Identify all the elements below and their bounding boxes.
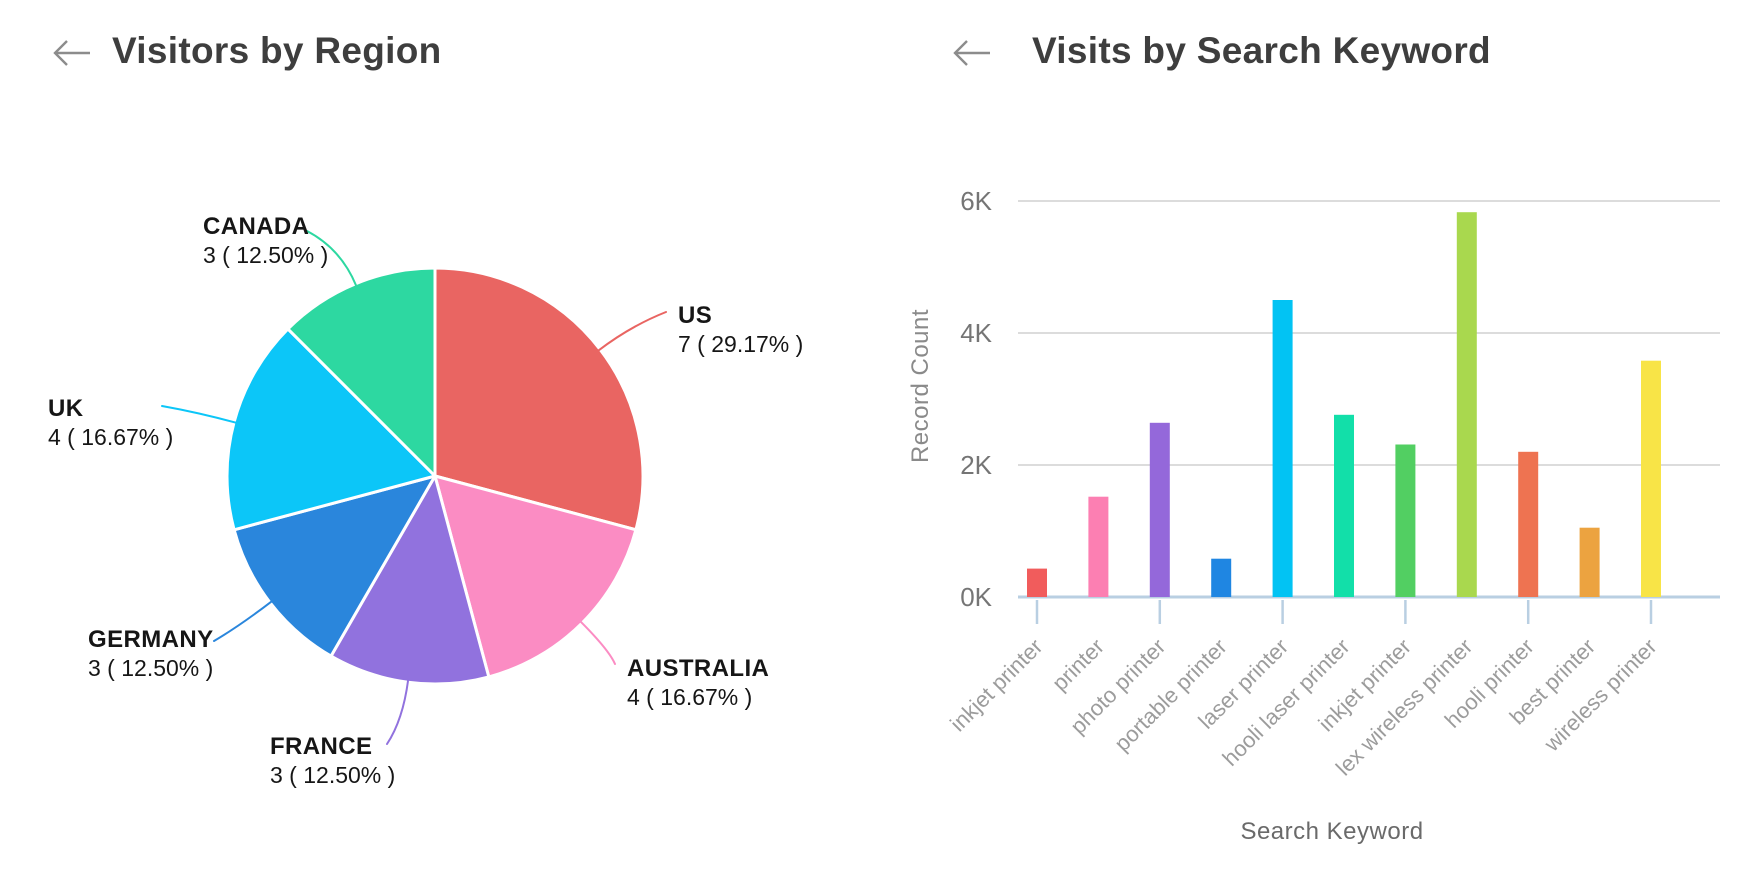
bar-2-photo-printer[interactable]	[1149, 422, 1170, 597]
pie-label-value: 4 ( 16.67% )	[48, 424, 174, 450]
pie-label-name: GERMANY	[88, 626, 214, 653]
y-tick-label-0k: 0K	[960, 582, 992, 612]
y-tick-label-6k: 6K	[960, 186, 992, 216]
x-category-label-10-wireless-printer: wireless printer	[1539, 634, 1662, 757]
pie-chart-title: Visitors by Region	[112, 30, 442, 71]
pie-leader-uk	[161, 405, 237, 424]
pie-leader-australia	[579, 620, 616, 665]
back-arrow-icon[interactable]	[52, 38, 92, 68]
pie-label-value: 3 ( 12.50% )	[88, 655, 214, 681]
pie-leader-germany	[213, 600, 273, 642]
bar-0-inkjet-printer[interactable]	[1027, 568, 1047, 597]
bar-7-lex-wireless-printer[interactable]	[1456, 212, 1477, 597]
pie-label-name: UK	[48, 395, 84, 422]
pie-label-value: 4 ( 16.67% )	[627, 684, 753, 710]
pie-label-france: FRANCE 3 ( 12.50% )	[270, 733, 395, 789]
bar-8-hooli-printer[interactable]	[1518, 451, 1539, 597]
pie-chart	[161, 230, 667, 745]
x-category-label-0-inkjet-printer: inkjet printer	[945, 634, 1047, 736]
pie-label-name: CANADA	[203, 213, 310, 240]
y-tick-label-2k: 2K	[960, 450, 992, 480]
pie-label-value: 7 ( 29.17% )	[678, 331, 804, 357]
bar-chart-x-axis-title: Search Keyword	[1240, 818, 1424, 845]
pie-leader-canada	[306, 230, 358, 287]
pie-label-name: AUSTRALIA	[627, 655, 770, 682]
pie-leader-france	[386, 679, 410, 745]
pie-label-value: 3 ( 12.50% )	[203, 242, 329, 268]
bar-10-wireless-printer[interactable]	[1641, 360, 1661, 597]
pie-label-germany: GERMANY 3 ( 12.50% )	[88, 626, 213, 682]
back-arrow-icon[interactable]	[952, 38, 992, 68]
bar-chart-y-axis-title: Record Count	[907, 308, 934, 464]
pie-label-name: US	[678, 302, 713, 329]
pie-label-value: 3 ( 12.50% )	[270, 762, 396, 788]
bar-1-printer[interactable]	[1088, 496, 1109, 597]
bar-5-hooli-laser-printer[interactable]	[1334, 414, 1354, 597]
pie-label-australia: AUSTRALIA 4 ( 16.67% )	[627, 655, 769, 711]
pie-label-uk: UK 4 ( 16.67% )	[48, 395, 173, 451]
bar-chart-title: Visits by Search Keyword	[1032, 30, 1491, 71]
pie-label-name: FRANCE	[270, 733, 373, 760]
bar-9-best-printer[interactable]	[1579, 527, 1600, 597]
y-tick-label-4k: 4K	[960, 318, 992, 348]
bar-4-laser-printer[interactable]	[1272, 300, 1293, 597]
pie-label-us: US 7 ( 29.17% )	[678, 302, 803, 358]
pie-leader-us	[597, 311, 667, 352]
bar-3-portable-printer[interactable]	[1211, 558, 1232, 597]
pie-label-canada: CANADA 3 ( 12.50% )	[203, 213, 328, 269]
bar-6-inkjet-printer[interactable]	[1395, 444, 1416, 598]
